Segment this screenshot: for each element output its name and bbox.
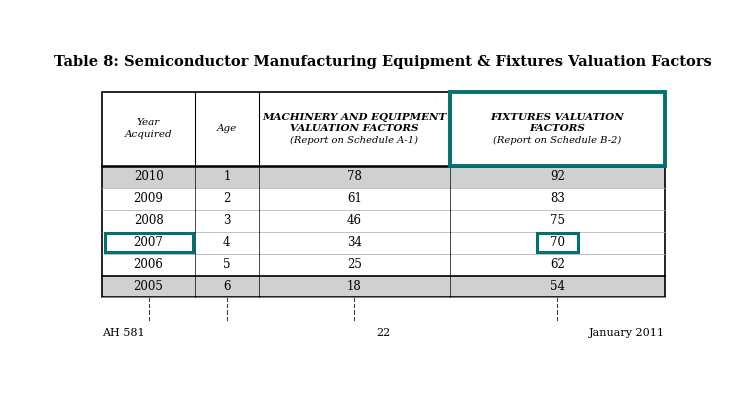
Bar — [102, 232, 664, 254]
Text: MACHINERY AND EQUIPMENT: MACHINERY AND EQUIPMENT — [263, 113, 447, 122]
Text: 78: 78 — [347, 171, 362, 183]
Text: 2005: 2005 — [134, 280, 164, 293]
Text: 18: 18 — [347, 280, 362, 293]
Text: 25: 25 — [347, 258, 362, 271]
Text: 61: 61 — [347, 192, 362, 205]
Text: (Report on Schedule A-1): (Report on Schedule A-1) — [290, 136, 418, 145]
Text: 83: 83 — [550, 192, 565, 205]
Text: 92: 92 — [550, 171, 565, 183]
Bar — [105, 233, 193, 252]
Bar — [102, 188, 664, 210]
Text: (Report on Schedule B-2): (Report on Schedule B-2) — [493, 136, 622, 145]
Text: VALUATION FACTORS: VALUATION FACTORS — [290, 124, 419, 133]
Text: 46: 46 — [347, 214, 362, 227]
Text: 5: 5 — [223, 258, 230, 271]
Text: FIXTURES VALUATION: FIXTURES VALUATION — [491, 113, 624, 122]
Bar — [102, 210, 664, 232]
Text: January 2011: January 2011 — [589, 328, 664, 338]
Text: 22: 22 — [376, 328, 390, 338]
Text: 70: 70 — [550, 236, 565, 249]
Bar — [102, 254, 664, 276]
Text: 4: 4 — [223, 236, 230, 249]
Text: 1: 1 — [223, 171, 230, 183]
Text: FACTORS: FACTORS — [530, 124, 585, 133]
Text: 54: 54 — [550, 280, 565, 293]
Text: 2006: 2006 — [134, 258, 164, 271]
Text: 62: 62 — [550, 258, 565, 271]
Text: 34: 34 — [347, 236, 362, 249]
Bar — [537, 233, 577, 252]
Text: Acquired: Acquired — [125, 130, 172, 139]
Text: 2009: 2009 — [134, 192, 164, 205]
Text: 6: 6 — [223, 280, 230, 293]
Text: 3: 3 — [223, 214, 230, 227]
Text: 2: 2 — [223, 192, 230, 205]
Text: 2008: 2008 — [134, 214, 164, 227]
Text: Table 8: Semiconductor Manufacturing Equipment & Fixtures Valuation Factors: Table 8: Semiconductor Manufacturing Equ… — [55, 55, 712, 69]
Text: Age: Age — [217, 124, 237, 133]
Text: 2010: 2010 — [134, 171, 164, 183]
Text: 2007: 2007 — [134, 236, 164, 249]
Text: 75: 75 — [550, 214, 565, 227]
Bar — [450, 92, 664, 166]
Text: AH 581: AH 581 — [102, 328, 145, 338]
Bar — [102, 276, 664, 297]
Bar — [102, 92, 664, 297]
Text: Year: Year — [137, 118, 160, 128]
Bar — [102, 166, 664, 188]
